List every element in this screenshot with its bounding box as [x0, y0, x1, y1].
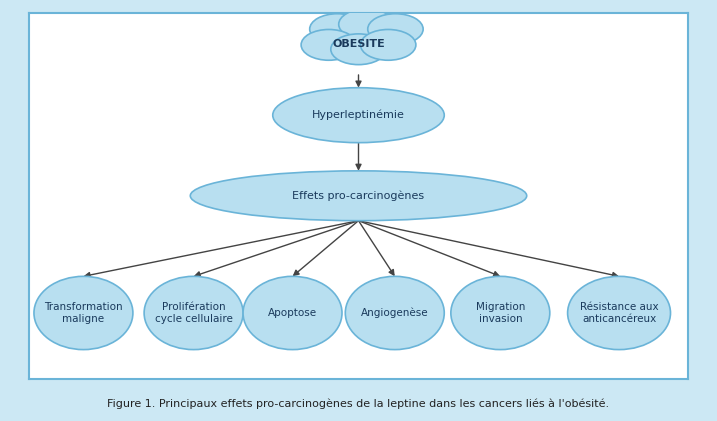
Text: Apoptose: Apoptose	[268, 308, 317, 318]
Text: OBESITE: OBESITE	[332, 40, 385, 50]
Ellipse shape	[272, 88, 445, 143]
Circle shape	[331, 34, 386, 65]
Text: Figure 1. Principaux effets pro-carcinogènes de la leptine dans les cancers liés: Figure 1. Principaux effets pro-carcinog…	[108, 399, 609, 409]
Text: Prolifération
cycle cellulaire: Prolifération cycle cellulaire	[155, 302, 232, 324]
Text: Hyperleptinémie: Hyperleptinémie	[312, 110, 405, 120]
Circle shape	[361, 29, 416, 60]
Circle shape	[368, 14, 423, 45]
Ellipse shape	[190, 171, 527, 221]
Circle shape	[301, 29, 356, 60]
Text: Migration
invasion: Migration invasion	[475, 302, 525, 324]
Text: Effets pro-carcinogènes: Effets pro-carcinogènes	[293, 191, 424, 201]
Ellipse shape	[34, 276, 133, 349]
Ellipse shape	[568, 276, 670, 349]
Circle shape	[338, 9, 394, 40]
Ellipse shape	[144, 276, 243, 349]
Ellipse shape	[243, 276, 342, 349]
Circle shape	[310, 14, 365, 45]
Text: Transformation
maligne: Transformation maligne	[44, 302, 123, 324]
Text: Résistance aux
anticancéreux: Résistance aux anticancéreux	[580, 302, 658, 324]
Text: Angiogenèse: Angiogenèse	[361, 308, 429, 318]
Ellipse shape	[346, 276, 445, 349]
Ellipse shape	[451, 276, 550, 349]
